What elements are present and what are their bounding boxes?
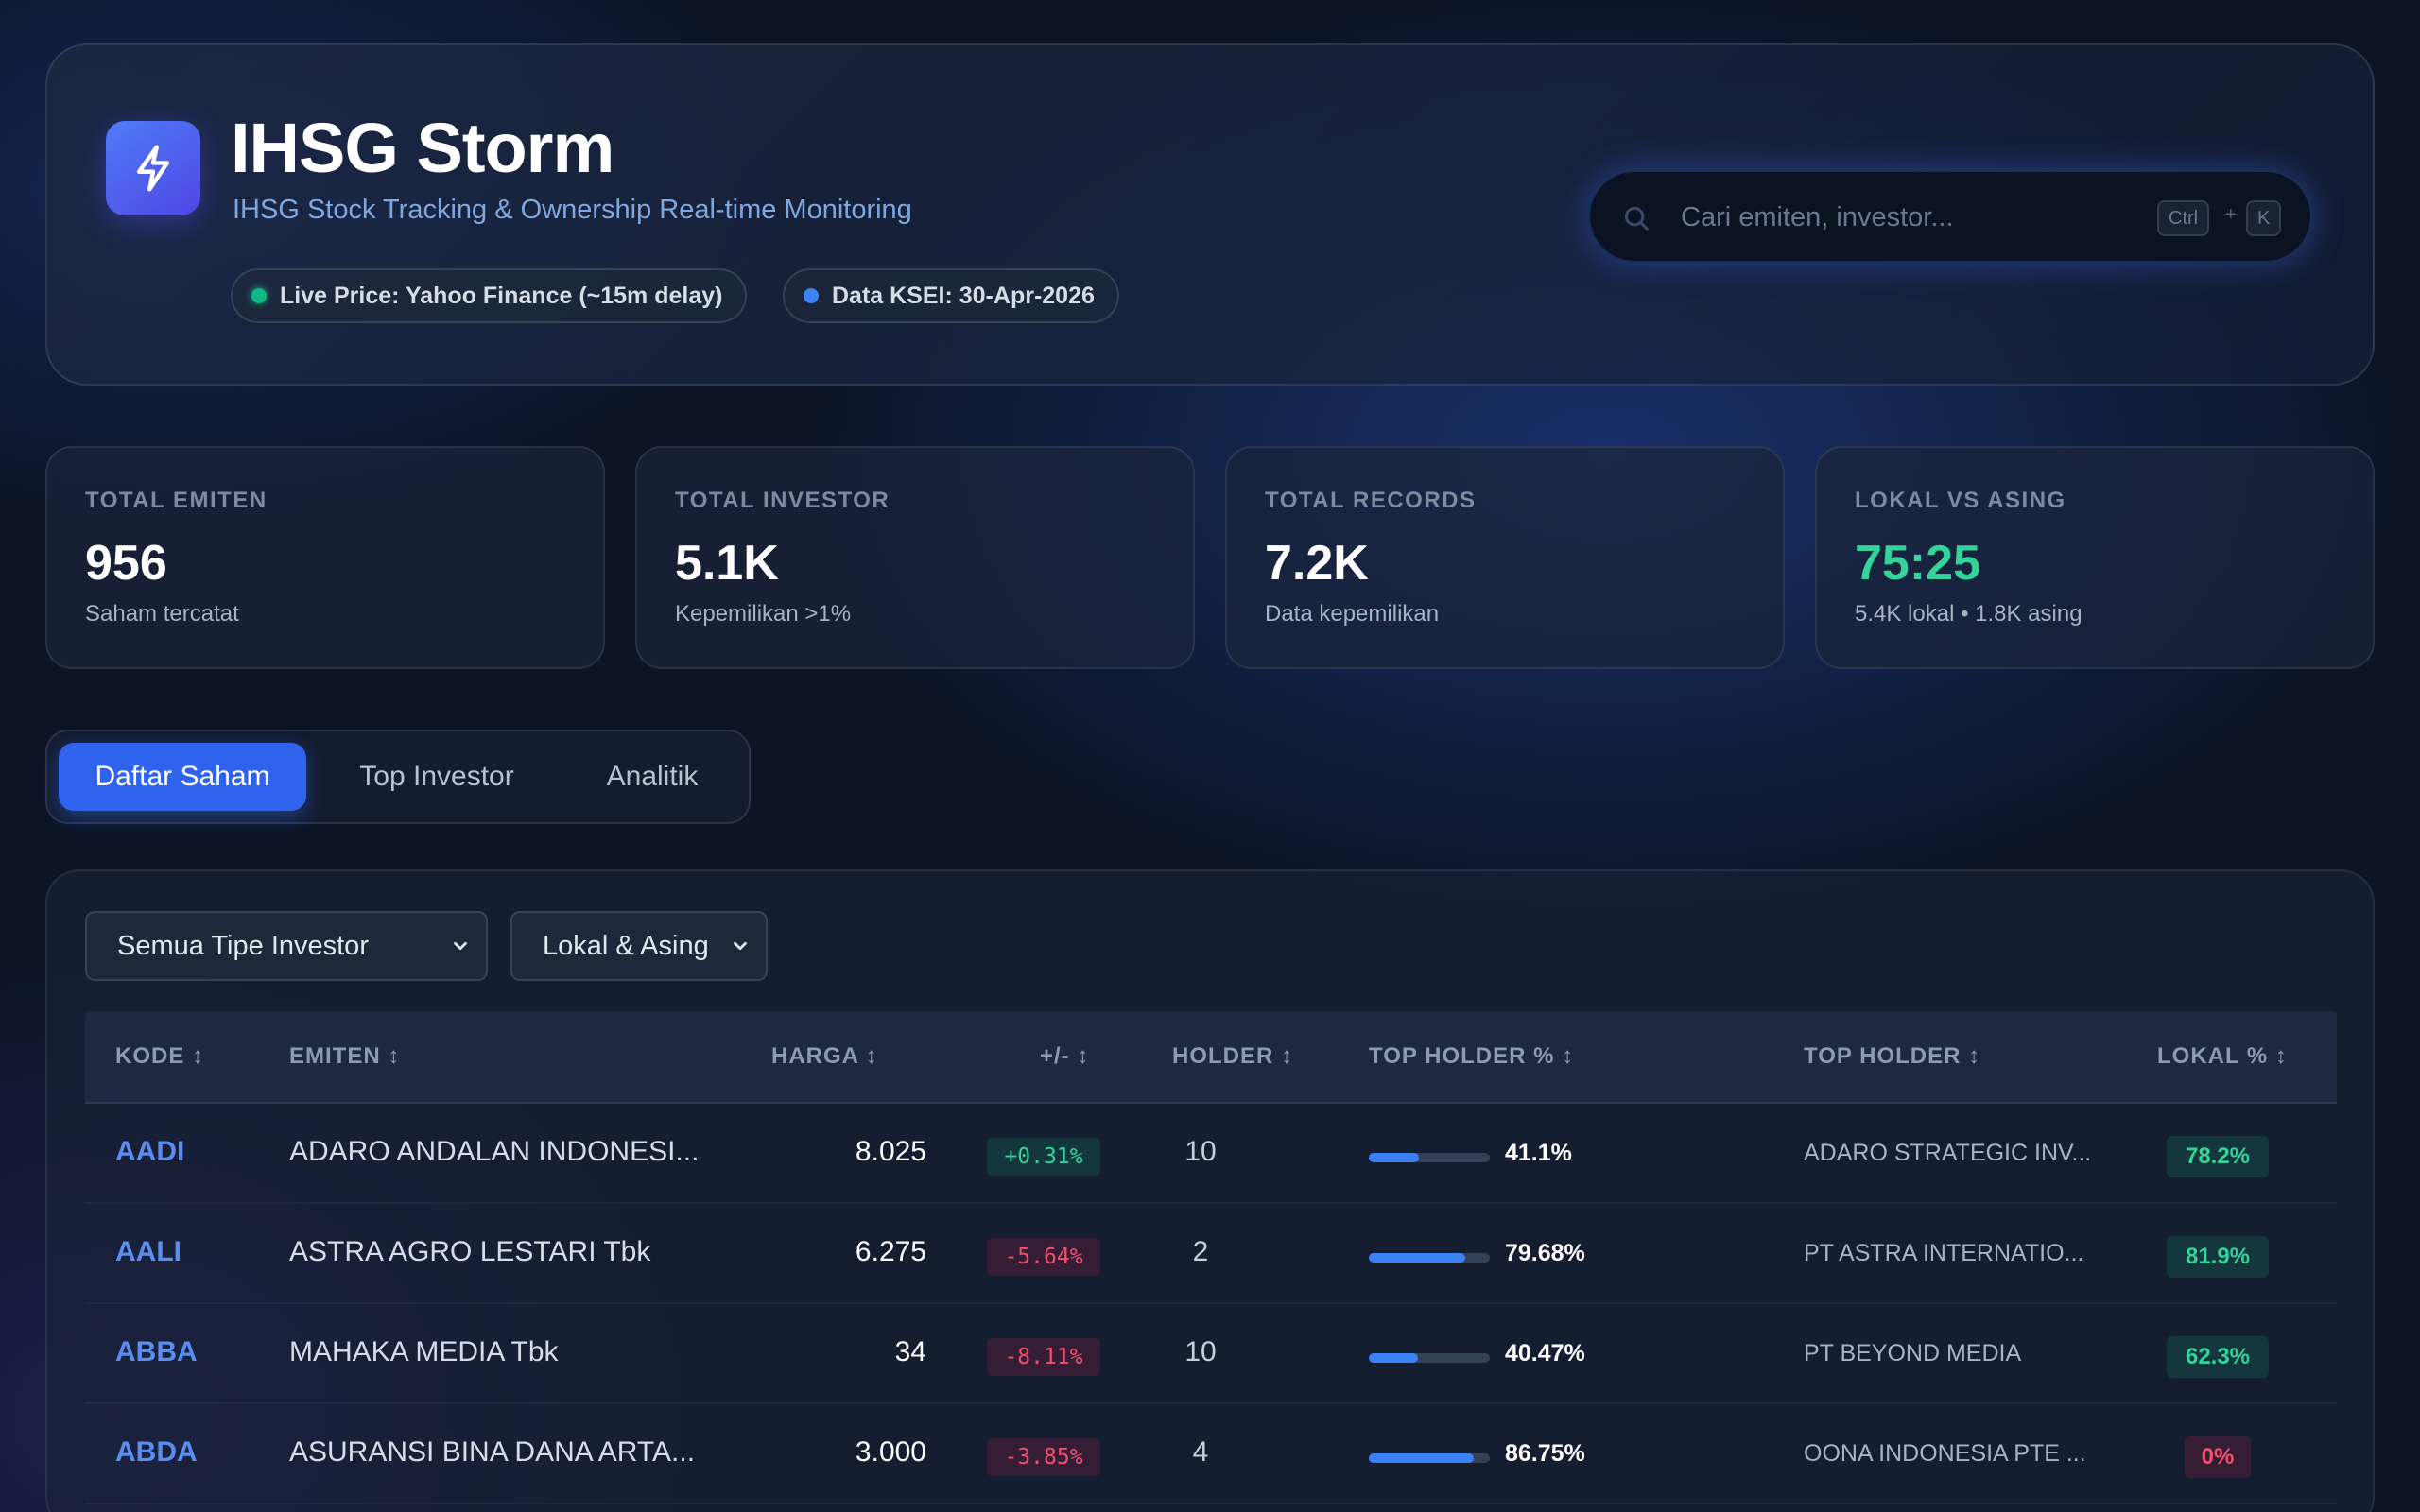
stat-card-total-investor: TOTAL INVESTOR 5.1K Kepemilikan >1%: [635, 446, 1195, 669]
holder-count: 2: [1192, 1236, 1209, 1267]
view-tabs: Daftar Saham Top Investor Analitik: [45, 730, 751, 824]
price-value: 6.275: [855, 1236, 926, 1267]
price-change-badge: -5.64%: [987, 1238, 1100, 1276]
ksei-status-dot: [804, 288, 819, 303]
stock-table-panel: Semua Tipe Investor Lokal & Asing KODE ↕…: [45, 869, 2375, 1512]
lokal-pct-badge: 81.9%: [2167, 1236, 2269, 1278]
stock-code-link[interactable]: AADI: [115, 1136, 185, 1167]
ksei-data-label: Data KSEI: 30-Apr-2026: [832, 282, 1095, 309]
top-holder-pct: 41.1%: [1505, 1140, 1572, 1166]
column-header-change[interactable]: +/- ↕: [1040, 1043, 1090, 1069]
price-change-badge: -3.85%: [987, 1438, 1100, 1476]
top-holder-pct-bar-fill: [1369, 1353, 1418, 1363]
top-holder-pct-bar: [1369, 1153, 1490, 1162]
stat-value: 956: [85, 536, 167, 591]
price-change-badge: +0.31%: [987, 1138, 1100, 1176]
top-holder-pct-bar: [1369, 1253, 1490, 1263]
holder-count: 10: [1184, 1336, 1217, 1367]
top-holder-pct-bar-fill: [1369, 1153, 1419, 1162]
column-header-top-holder[interactable]: TOP HOLDER ↕: [1804, 1043, 1981, 1069]
price-value: 8.025: [855, 1136, 926, 1167]
shortcut-plus: +: [2225, 204, 2237, 225]
lightning-bolt-icon: [106, 121, 200, 215]
tab-daftar-saham[interactable]: Daftar Saham: [59, 743, 306, 811]
column-header-harga[interactable]: HARGA ↕: [771, 1043, 878, 1069]
investor-type-value: Semua Tipe Investor: [117, 930, 369, 961]
app-header: IHSG Storm IHSG Stock Tracking & Ownersh…: [45, 43, 2375, 386]
stat-label: TOTAL EMITEN: [85, 488, 268, 513]
search-icon: [1624, 206, 1649, 231]
live-price-badge: Live Price: Yahoo Finance (~15m delay): [231, 268, 748, 323]
search-placeholder: Cari emiten, investor...: [1681, 202, 1954, 232]
tab-top-investor[interactable]: Top Investor: [359, 761, 514, 792]
stock-code-link[interactable]: ABBA: [115, 1336, 198, 1367]
table-row[interactable]: AALI ASTRA AGRO LESTARI Tbk 6.275 -5.64% 2 79…: [85, 1204, 2337, 1304]
top-holder-pct: 40.47%: [1505, 1340, 1585, 1366]
scope-value: Lokal & Asing: [543, 930, 709, 961]
stat-subtext: 5.4K lokal • 1.8K asing: [1855, 601, 2083, 627]
top-holder-pct: 86.75%: [1505, 1440, 1585, 1467]
price-value: 34: [894, 1336, 926, 1367]
price-change-badge: -8.11%: [987, 1338, 1100, 1376]
holder-count: 4: [1192, 1436, 1209, 1468]
holder-count: 10: [1184, 1136, 1217, 1167]
app-title: IHSG Storm: [231, 109, 614, 187]
shortcut-ctrl-key: Ctrl: [2157, 200, 2210, 236]
stock-code-link[interactable]: ABDA: [115, 1436, 198, 1468]
issuer-name: ASURANSI BINA DANA ARTA...: [289, 1436, 696, 1468]
column-header-kode[interactable]: KODE ↕: [115, 1043, 205, 1069]
issuer-name: ASTRA AGRO LESTARI Tbk: [289, 1236, 651, 1267]
top-holder-pct: 79.68%: [1505, 1240, 1585, 1266]
price-value: 3.000: [855, 1436, 926, 1468]
shortcut-k-key: K: [2246, 200, 2282, 236]
column-header-emiten[interactable]: EMITEN ↕: [289, 1043, 401, 1069]
stat-subtext: Data kepemilikan: [1265, 601, 1440, 627]
top-holder-name: ADARO STRATEGIC INV...: [1804, 1140, 2092, 1166]
top-holder-pct-bar: [1369, 1353, 1490, 1363]
top-holder-name: PT ASTRA INTERNATIO...: [1804, 1240, 2084, 1266]
stat-label: LOKAL VS ASING: [1855, 488, 2066, 513]
top-holder-name: OONA INDONESIA PTE ...: [1804, 1440, 2086, 1467]
scope-select[interactable]: Lokal & Asing: [510, 911, 768, 981]
stat-label: TOTAL INVESTOR: [675, 488, 890, 513]
column-header-top-holder-pct[interactable]: TOP HOLDER % ↕: [1369, 1043, 1575, 1069]
column-header-holder[interactable]: HOLDER ↕: [1172, 1043, 1293, 1069]
stock-code-link[interactable]: AALI: [115, 1236, 182, 1267]
top-holder-name: PT BEYOND MEDIA: [1804, 1340, 2022, 1366]
stat-subtext: Saham tercatat: [85, 601, 239, 627]
investor-type-select[interactable]: Semua Tipe Investor: [85, 911, 488, 981]
table-header: KODE ↕ EMITEN ↕ HARGA ↕ +/- ↕ HOLDER ↕ T…: [85, 1011, 2337, 1104]
ksei-data-badge: Data KSEI: 30-Apr-2026: [783, 268, 1119, 323]
top-holder-pct-bar-fill: [1369, 1453, 1475, 1463]
top-holder-pct-bar: [1369, 1453, 1490, 1463]
live-status-dot: [251, 288, 267, 303]
stat-value: 7.2K: [1265, 536, 1369, 591]
search-input[interactable]: Cari emiten, investor... Ctrl + K: [1588, 170, 2312, 263]
column-header-lokal-pct[interactable]: LOKAL % ↕: [2157, 1043, 2288, 1069]
table-row[interactable]: ABBA MAHAKA MEDIA Tbk 34 -8.11% 10 40.47% PT B…: [85, 1304, 2337, 1404]
chevron-down-icon: [734, 941, 747, 951]
stat-card-lokal-vs-asing: LOKAL VS ASING 75:25 5.4K lokal • 1.8K a…: [1815, 446, 2375, 669]
stat-value: 5.1K: [675, 536, 779, 591]
app-subtitle: IHSG Stock Tracking & Ownership Real-tim…: [233, 195, 912, 225]
tab-analitik[interactable]: Analitik: [606, 761, 699, 792]
lokal-pct-badge: 0%: [2185, 1436, 2251, 1478]
stat-value: 75:25: [1855, 536, 1980, 591]
stat-label: TOTAL RECORDS: [1265, 488, 1477, 513]
issuer-name: MAHAKA MEDIA Tbk: [289, 1336, 559, 1367]
issuer-name: ADARO ANDALAN INDONESI...: [289, 1136, 700, 1167]
lokal-pct-badge: 78.2%: [2167, 1136, 2269, 1177]
table-row[interactable]: ABDA ASURANSI BINA DANA ARTA... 3.000 -3.85…: [85, 1404, 2337, 1504]
stat-subtext: Kepemilikan >1%: [675, 601, 852, 627]
stat-card-total-emiten: TOTAL EMITEN 956 Saham tercatat: [45, 446, 605, 669]
live-price-label: Live Price: Yahoo Finance (~15m delay): [280, 282, 723, 309]
top-holder-pct-bar-fill: [1369, 1253, 1465, 1263]
lokal-pct-badge: 62.3%: [2167, 1336, 2269, 1378]
stat-card-total-records: TOTAL RECORDS 7.2K Data kepemilikan: [1225, 446, 1785, 669]
chevron-down-icon: [454, 941, 467, 951]
table-row[interactable]: AADI ADARO ANDALAN INDONESI... 8.025 +0.31%…: [85, 1104, 2337, 1204]
